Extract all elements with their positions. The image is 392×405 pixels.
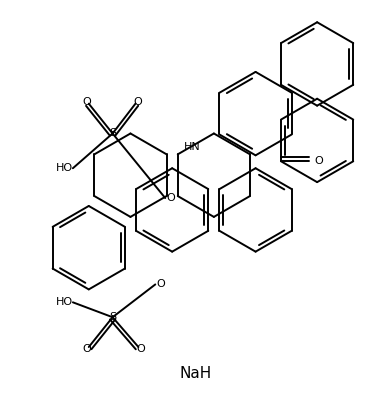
Text: HN: HN (184, 143, 200, 152)
Text: S: S (109, 128, 116, 139)
Text: S: S (109, 312, 116, 322)
Text: NaH: NaH (180, 366, 212, 382)
Text: O: O (133, 97, 142, 107)
Text: O: O (82, 344, 91, 354)
Text: O: O (82, 97, 91, 107)
Text: O: O (167, 193, 176, 203)
Text: O: O (157, 279, 166, 290)
Text: HO: HO (56, 297, 73, 307)
Text: HO: HO (56, 163, 73, 173)
Text: O: O (314, 156, 323, 166)
Text: O: O (136, 344, 145, 354)
